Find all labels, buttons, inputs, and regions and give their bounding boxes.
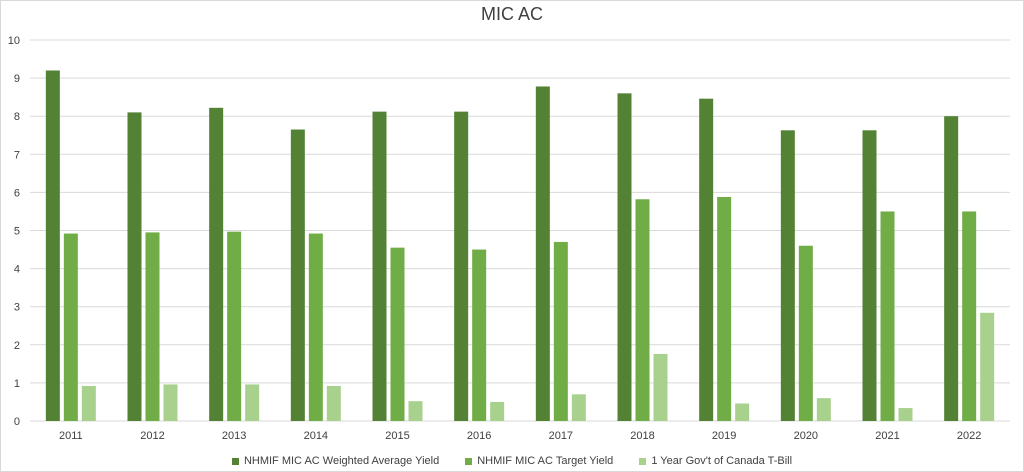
y-tick-label: 7 <box>14 149 20 161</box>
legend-swatch <box>231 457 239 465</box>
bar <box>880 211 895 421</box>
bar <box>308 233 323 421</box>
y-tick-label: 8 <box>14 111 20 123</box>
y-tick-label: 5 <box>14 226 20 238</box>
bar <box>962 211 977 421</box>
x-tick-label: 2021 <box>875 430 899 442</box>
legend-item: NHMIF MIC AC Weighted Average Yield <box>231 455 440 467</box>
y-tick-label: 10 <box>8 35 20 47</box>
x-tick-label: 2018 <box>630 430 654 442</box>
y-tick-label: 6 <box>14 187 20 199</box>
y-tick-label: 9 <box>14 73 20 85</box>
bar <box>816 398 831 421</box>
x-tick-label: 2014 <box>304 430 328 442</box>
bar <box>163 384 178 421</box>
legend-item: 1 Year Gov't of Canada T-Bill <box>639 455 792 467</box>
bar <box>127 112 142 421</box>
bar <box>980 312 995 421</box>
bar <box>717 196 732 421</box>
bar <box>553 241 568 421</box>
legend-swatch <box>465 457 473 465</box>
bar <box>862 130 877 421</box>
bar <box>780 130 795 421</box>
y-tick-label: 0 <box>14 416 20 428</box>
x-tick-label: 2016 <box>467 430 491 442</box>
x-tick-label: 2020 <box>794 430 818 442</box>
bar <box>535 86 550 422</box>
bar <box>326 385 341 421</box>
legend-label: NHMIF MIC AC Weighted Average Yield <box>243 455 440 467</box>
bar <box>735 403 750 421</box>
legend-item: NHMIF MIC AC Target Yield <box>465 455 613 467</box>
bar <box>372 111 387 422</box>
x-tick-label: 2011 <box>59 430 83 442</box>
bar <box>45 70 60 421</box>
bar <box>390 247 405 421</box>
legend-label: 1 Year Gov't of Canada T-Bill <box>651 455 793 467</box>
bar <box>653 353 668 421</box>
chart-title: MIC AC <box>480 4 543 24</box>
legend-swatch <box>639 457 647 465</box>
x-tick-label: 2012 <box>140 430 164 442</box>
bar <box>472 249 487 421</box>
bar <box>209 107 224 422</box>
bar <box>898 408 913 421</box>
bar <box>699 98 714 421</box>
x-tick-label: 2019 <box>712 430 736 442</box>
y-tick-label: 1 <box>14 378 20 390</box>
chart-legend: NHMIF MIC AC Weighted Average Yield NHMIF… <box>0 455 1024 467</box>
bar <box>290 129 305 421</box>
bar <box>571 394 586 421</box>
x-tick-label: 2022 <box>957 430 981 442</box>
y-tick-label: 3 <box>14 302 20 314</box>
x-tick-label: 2017 <box>549 430 573 442</box>
bar <box>798 245 813 421</box>
bar <box>617 93 632 421</box>
bar <box>635 199 650 421</box>
x-tick-label: 2015 <box>385 430 409 442</box>
bar <box>81 385 96 421</box>
bar <box>63 233 78 421</box>
bar <box>490 401 505 421</box>
bar <box>227 231 242 421</box>
y-tick-label: 4 <box>14 264 20 276</box>
bar <box>944 116 959 421</box>
y-tick-label: 2 <box>14 340 20 352</box>
bar <box>245 384 260 421</box>
x-tick-label: 2013 <box>222 430 246 442</box>
bar <box>454 111 469 422</box>
legend-label: NHMIF MIC AC Target Yield <box>477 455 614 467</box>
bar <box>408 401 423 421</box>
bar <box>145 232 160 421</box>
